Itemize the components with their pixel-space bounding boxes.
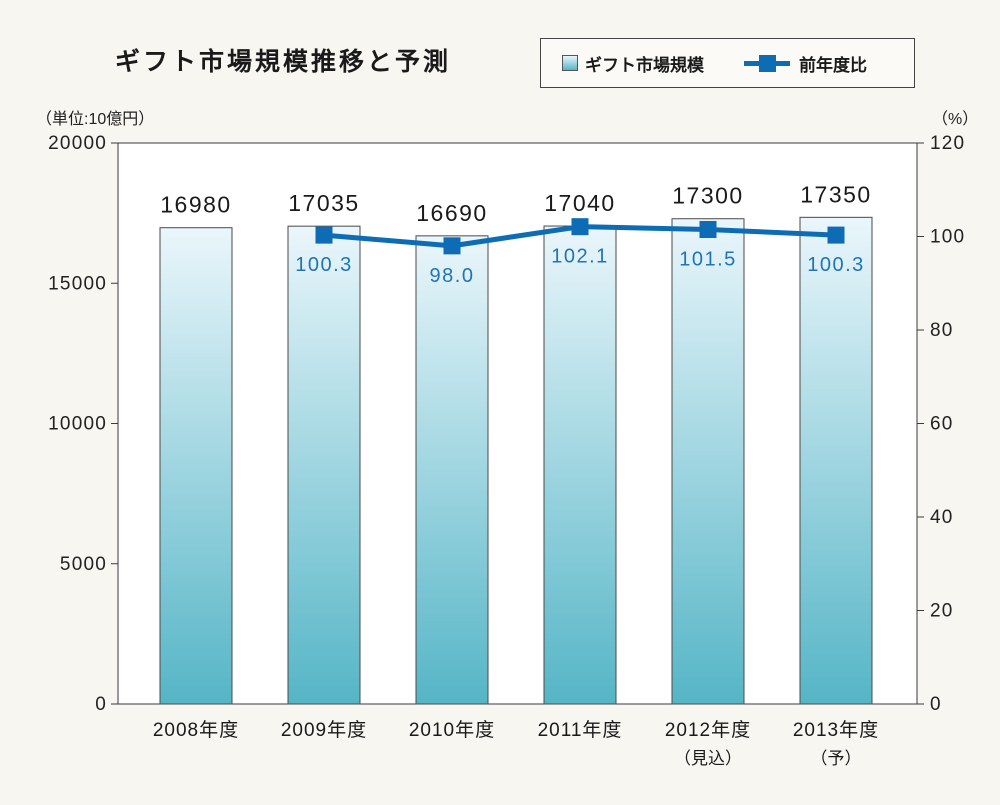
legend-label-yoy: 前年度比 — [799, 55, 867, 75]
x-axis-category-note: （予） — [811, 749, 862, 768]
bar-value-label: 17035 — [288, 190, 359, 216]
market-size-bar — [159, 227, 233, 705]
legend: ギフト市場規模 前年度比 — [540, 38, 915, 88]
x-axis-category-label: 2011年度 — [538, 719, 623, 741]
x-axis-category-label: 2008年度 — [153, 719, 239, 741]
x-axis-category-label: 2012年度 — [665, 719, 751, 741]
left-axis-tick-label: 15000 — [48, 273, 107, 294]
plot-area — [117, 142, 918, 705]
x-axis-category-label: 2013年度 — [793, 719, 879, 741]
right-axis-tick-label: 0 — [930, 694, 942, 715]
legend-item-yoy: 前年度比 — [704, 51, 867, 76]
right-axis-tick-label: 120 — [930, 133, 965, 154]
market-size-bar — [799, 216, 873, 705]
right-axis-tick-label: 40 — [930, 507, 954, 528]
yoy-value-label: 100.3 — [807, 254, 865, 276]
chart-title: ギフト市場規模推移と予測 — [115, 48, 452, 76]
bar-value-label: 17350 — [800, 181, 871, 207]
left-axis-tick-label: 20000 — [48, 133, 107, 154]
x-axis-category-note: （見込） — [674, 749, 742, 768]
yoy-value-label: 98.0 — [430, 265, 475, 287]
right-axis-tick-label: 80 — [930, 320, 954, 341]
left-axis-unit-label: （単位:10億円） — [36, 110, 154, 128]
bar-swatch-icon — [562, 55, 578, 71]
right-axis-unit-label: （%） — [932, 110, 978, 128]
yoy-marker — [315, 226, 333, 244]
market-size-bar — [671, 218, 745, 705]
bar-value-label: 16690 — [416, 200, 487, 226]
yoy-marker — [443, 237, 461, 255]
market-size-bar — [415, 235, 489, 705]
market-size-bar — [543, 225, 617, 705]
legend-item-market-size: ギフト市場規模 — [562, 51, 704, 76]
left-axis-tick-label: 10000 — [48, 414, 107, 435]
yoy-marker — [827, 226, 845, 244]
left-axis-tick-label: 5000 — [60, 554, 107, 575]
x-axis-category-label: 2009年度 — [281, 719, 367, 741]
bar-value-label: 16980 — [160, 192, 231, 218]
bar-value-label: 17040 — [544, 190, 615, 216]
left-axis-tick-label: 0 — [95, 694, 107, 715]
line-marker-icon — [744, 54, 790, 72]
market-size-bar — [287, 225, 361, 705]
square-marker-icon — [758, 54, 776, 72]
right-axis-tick-label: 20 — [930, 601, 954, 622]
yoy-value-label: 100.3 — [295, 254, 353, 276]
yoy-value-label: 101.5 — [679, 248, 737, 270]
yoy-value-label: 102.1 — [551, 246, 609, 268]
x-axis-category-label: 2010年度 — [409, 719, 495, 741]
right-axis-tick-label: 60 — [930, 414, 954, 435]
right-axis-tick-label: 100 — [930, 227, 965, 248]
bar-value-label: 17300 — [672, 183, 743, 209]
yoy-marker — [699, 220, 717, 238]
legend-label-market-size: ギフト市場規模 — [585, 55, 704, 75]
yoy-marker — [571, 218, 589, 236]
